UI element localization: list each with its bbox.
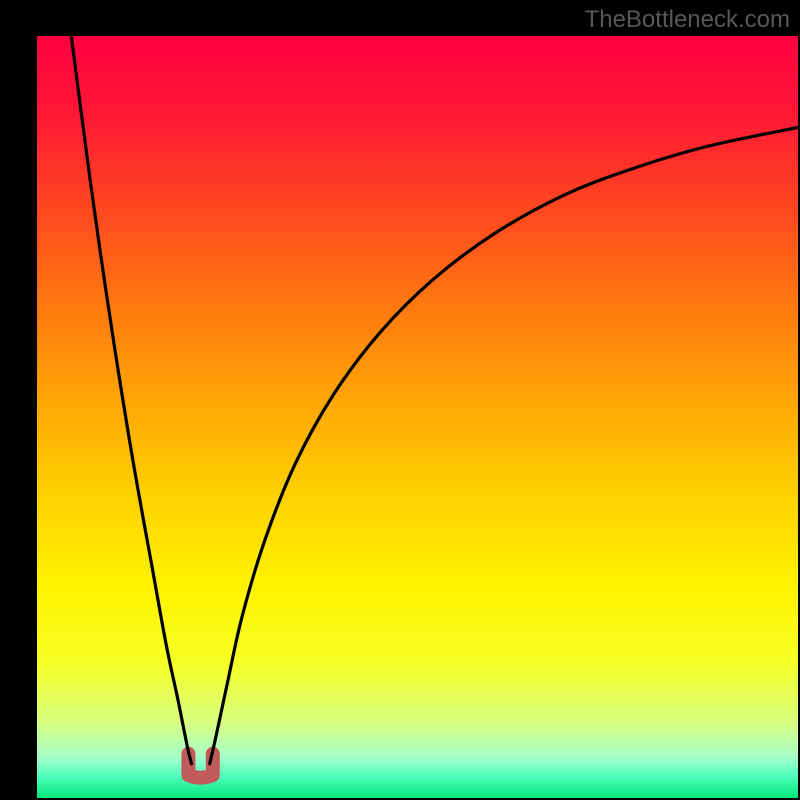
watermark-text: TheBottleneck.com xyxy=(585,6,790,34)
curve-left xyxy=(71,36,191,764)
trough-marker xyxy=(188,754,212,778)
chart-container: TheBottleneck.com xyxy=(0,0,800,800)
curve-right xyxy=(210,127,798,763)
curve-layer xyxy=(0,0,800,800)
